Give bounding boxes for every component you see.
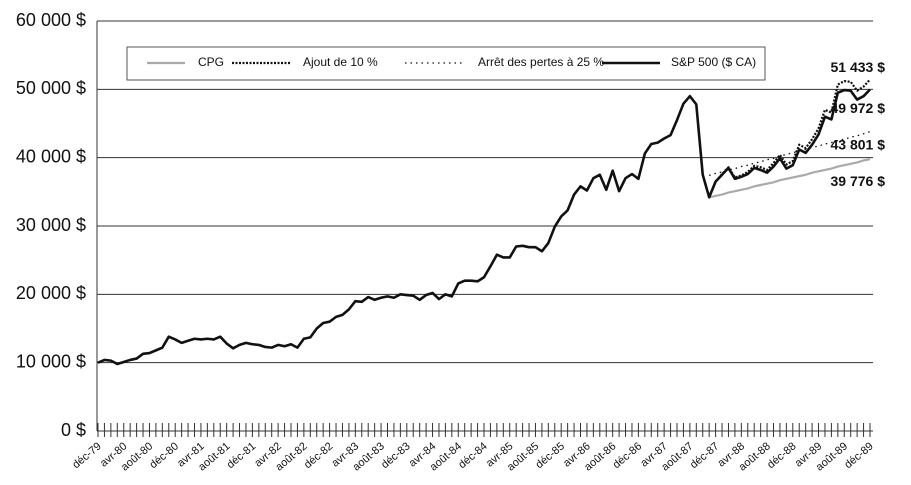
y-tick-label: 20 000 $ bbox=[16, 283, 86, 303]
x-tick-label: déc-83 bbox=[379, 440, 412, 471]
x-tick-label: déc-86 bbox=[611, 440, 644, 471]
y-tick-label: 30 000 $ bbox=[16, 215, 86, 235]
x-tick-label: déc-82 bbox=[302, 440, 335, 471]
legend-label: Ajout de 10 % bbox=[303, 55, 378, 69]
x-tick-label: déc-87 bbox=[688, 440, 721, 471]
y-tick-label: 60 000 $ bbox=[16, 10, 86, 30]
series-line bbox=[97, 88, 871, 366]
x-tick-label: déc-85 bbox=[534, 440, 567, 471]
x-tick-label: déc-81 bbox=[225, 440, 258, 471]
x-tick-label: déc-79 bbox=[70, 440, 103, 471]
x-tick-label: déc-80 bbox=[148, 440, 181, 471]
value-label: 43 801 $ bbox=[831, 136, 886, 152]
series-line bbox=[708, 131, 871, 177]
y-tick-label: 10 000 $ bbox=[16, 351, 86, 371]
y-tick-label: 40 000 $ bbox=[16, 146, 86, 166]
value-label: 39 776 $ bbox=[831, 173, 886, 189]
series-line bbox=[708, 158, 871, 199]
legend-label: S&P 500 ($ CA) bbox=[671, 55, 756, 69]
legend-label: Arrêt des pertes à 25 % bbox=[478, 55, 604, 69]
value-label: 51 433 $ bbox=[831, 59, 886, 75]
series-line bbox=[708, 78, 871, 198]
legend-label: CPG bbox=[198, 55, 224, 69]
x-tick-label: déc-84 bbox=[456, 440, 489, 471]
x-tick-label: déc-89 bbox=[842, 440, 875, 471]
x-tick-label: déc-88 bbox=[765, 440, 798, 471]
y-tick-label: 0 $ bbox=[61, 420, 86, 440]
y-tick-label: 50 000 $ bbox=[16, 78, 86, 98]
value-label: 49 972 $ bbox=[831, 100, 886, 116]
